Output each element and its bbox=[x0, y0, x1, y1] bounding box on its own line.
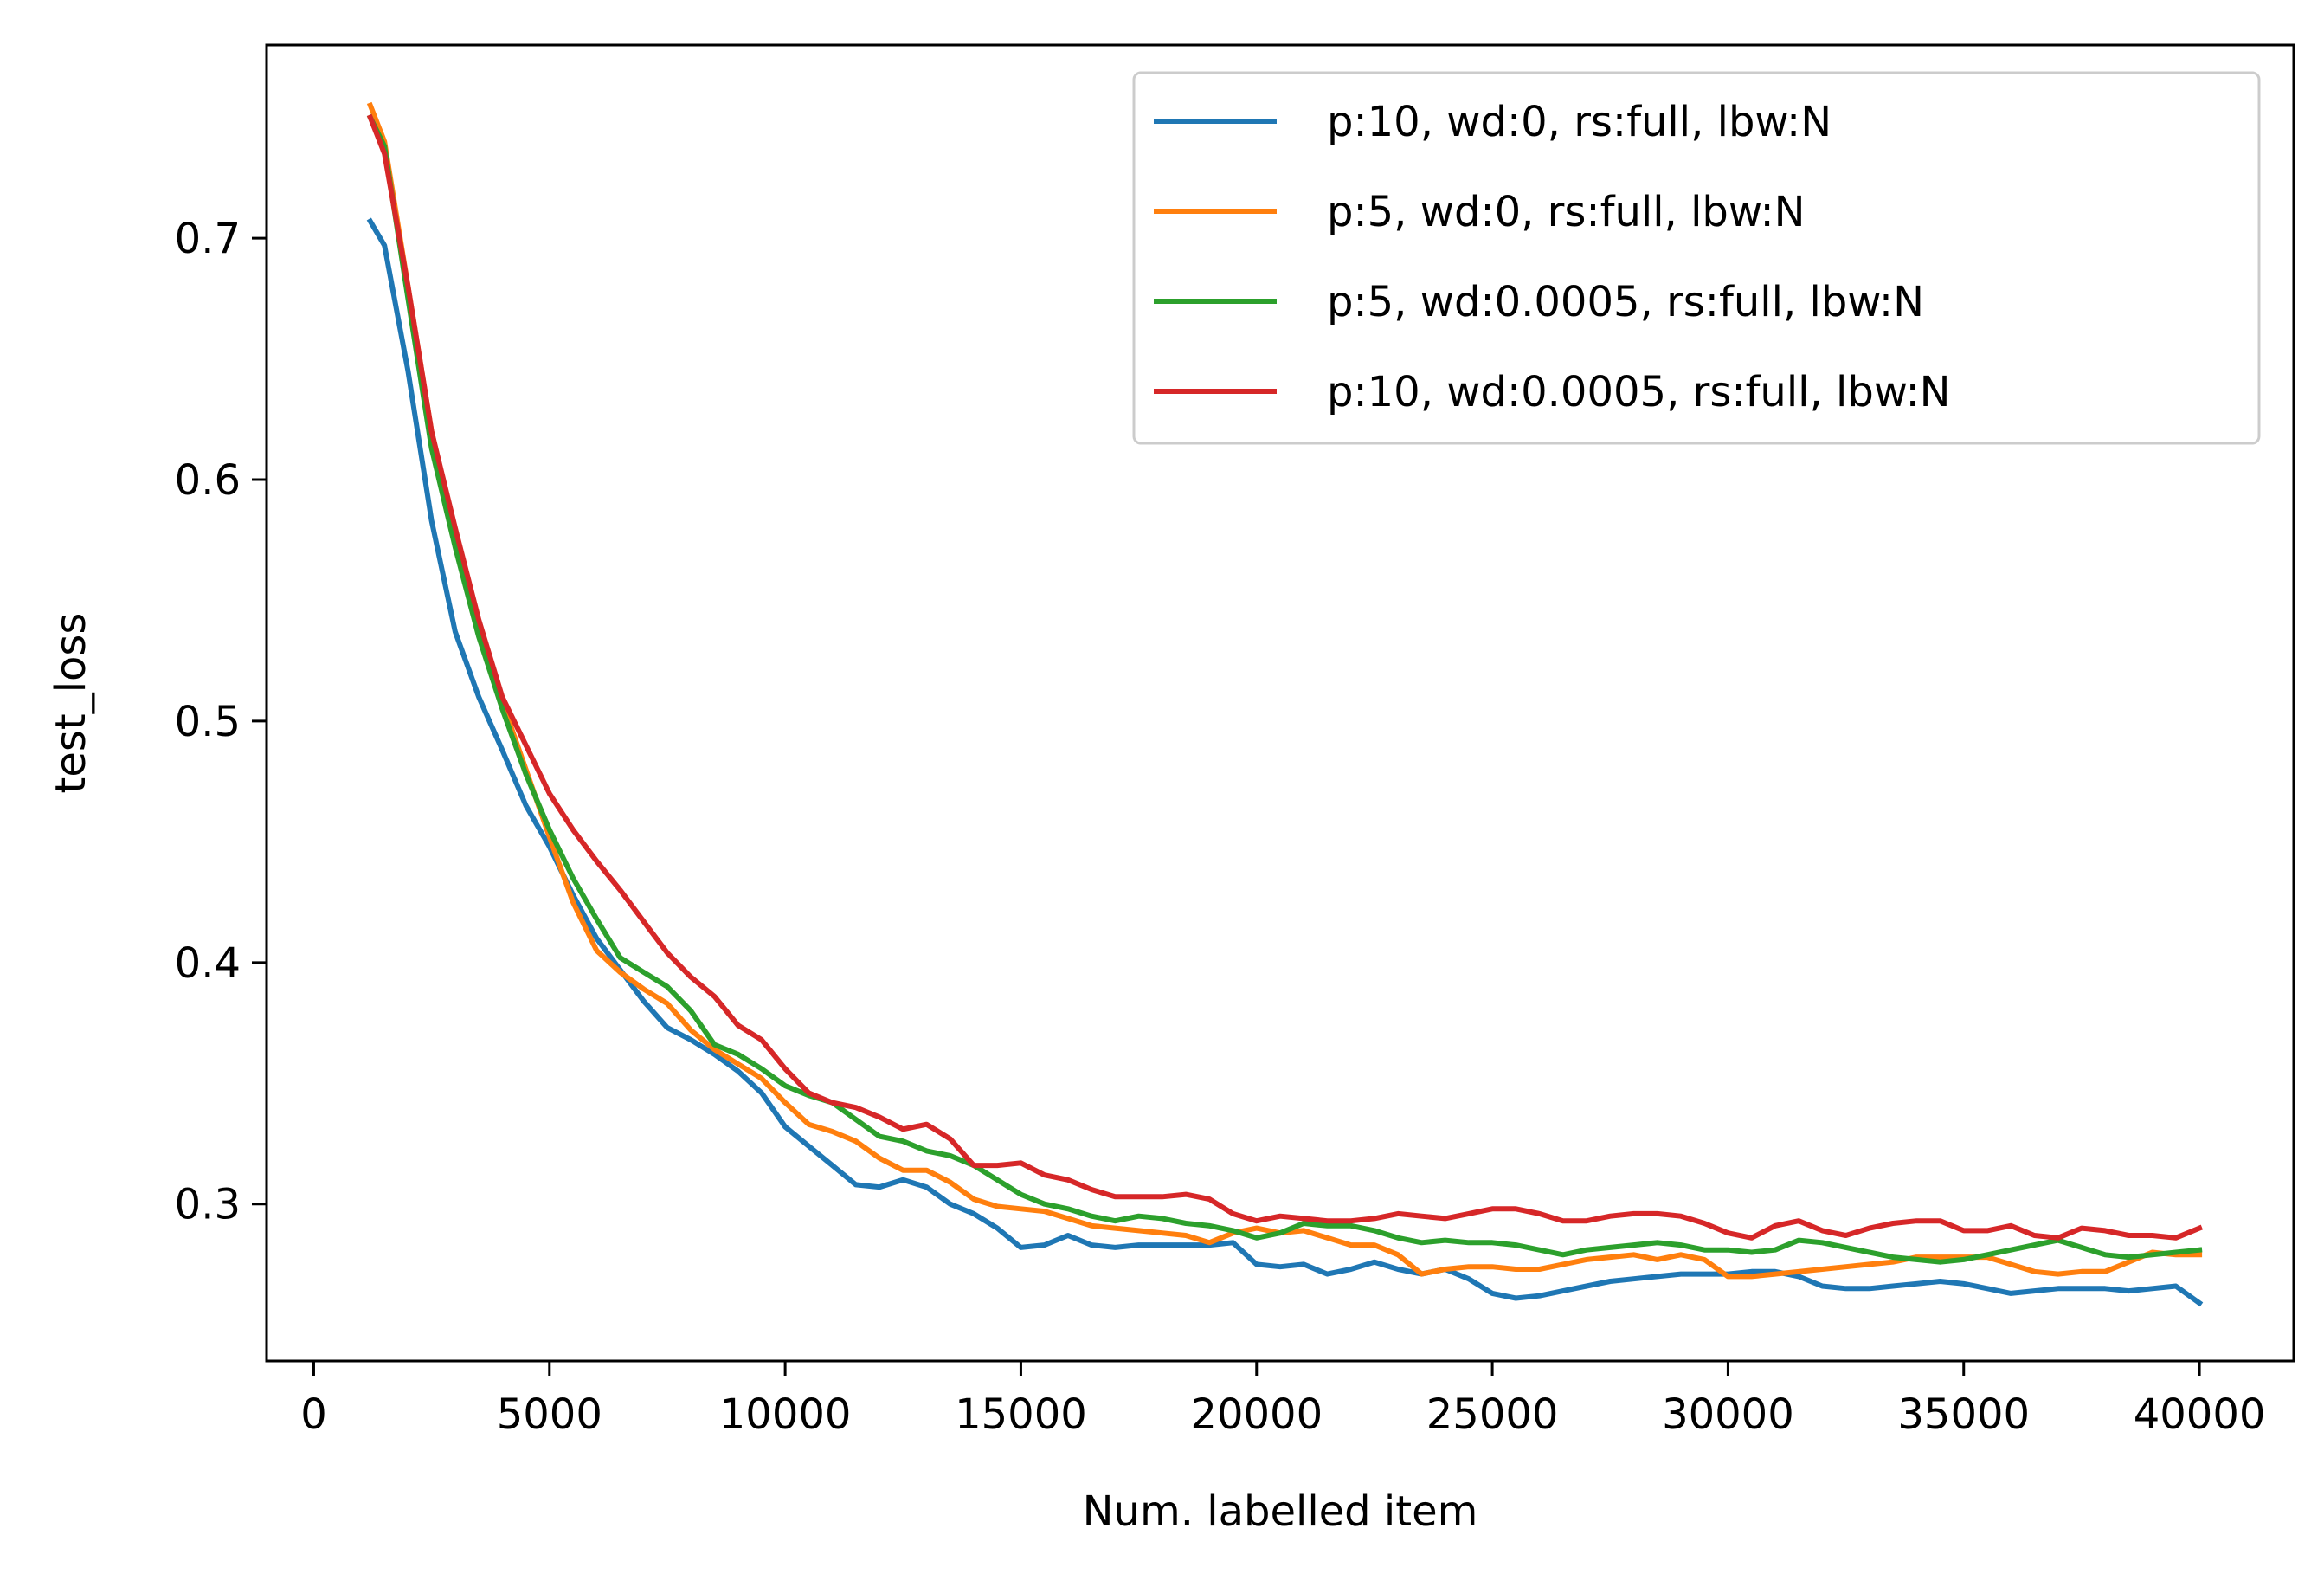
y-axis-label: test_loss bbox=[47, 613, 95, 794]
x-tick-label: 20000 bbox=[1190, 1390, 1323, 1439]
x-tick-label: 15000 bbox=[955, 1390, 1087, 1439]
legend-label-2: p:5, wd:0, rs:full, lbw:N bbox=[1327, 188, 1806, 236]
y-tick-label: 0.5 bbox=[175, 698, 241, 746]
x-tick-label: 40000 bbox=[2134, 1390, 2266, 1439]
legend-label-4: p:10, wd:0.0005, rs:full, lbw:N bbox=[1327, 368, 1951, 416]
x-tick-label: 0 bbox=[300, 1390, 327, 1439]
series-line-1 bbox=[366, 217, 2204, 1307]
x-axis: 0 5000 10000 15000 20000 25000 30000 35000 40000 bbox=[300, 1361, 2265, 1439]
y-tick-label: 0.7 bbox=[175, 215, 241, 263]
x-tick-label: 25000 bbox=[1426, 1390, 1559, 1439]
x-tick-label: 10000 bbox=[719, 1390, 852, 1439]
legend-items: p:10, wd:0, rs:full, lbw:N p:5, wd:0, rs:… bbox=[1154, 98, 1951, 416]
x-tick-label: 5000 bbox=[497, 1390, 602, 1439]
y-tick-label: 0.4 bbox=[175, 939, 241, 988]
series-line-4 bbox=[366, 113, 2204, 1241]
y-tick-label: 0.6 bbox=[175, 456, 241, 505]
x-tick-label: 35000 bbox=[1897, 1390, 2030, 1439]
series-layer bbox=[366, 101, 2204, 1307]
y-tick-label: 0.3 bbox=[175, 1181, 241, 1229]
plot-frame bbox=[265, 43, 2295, 1363]
legend-box bbox=[1132, 71, 2261, 445]
series-line-3 bbox=[366, 113, 2203, 1265]
x-tick-label: 30000 bbox=[1662, 1390, 1794, 1439]
legend-label-3: p:5, wd:0.0005, rs:full, lbw:N bbox=[1327, 278, 1924, 326]
x-axis-label: Num. labelled item bbox=[1083, 1487, 1478, 1536]
y-axis: 0.3 0.4 0.5 0.6 0.7 bbox=[175, 215, 267, 1229]
legend-label-1: p:10, wd:0, rs:full, lbw:N bbox=[1327, 98, 1832, 146]
legend: p:10, wd:0, rs:full, lbw:N p:5, wd:0, rs:… bbox=[1132, 71, 2261, 445]
